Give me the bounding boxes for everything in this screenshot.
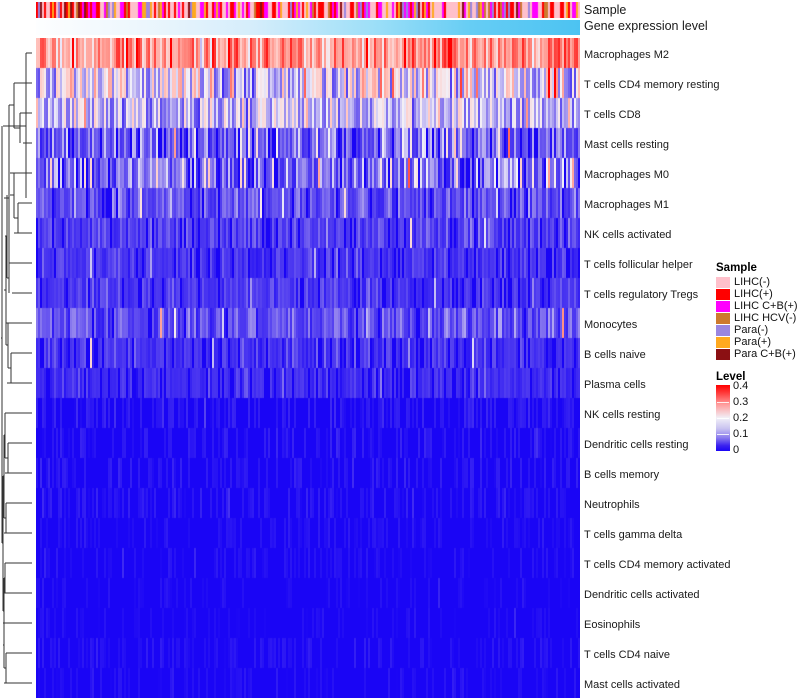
- sample-legend-title: Sample: [716, 262, 757, 274]
- sample-legend-item-6: Para C+B(+): [716, 348, 800, 360]
- heatmap-canvas: [36, 38, 580, 698]
- row-label-2: T cells CD8: [584, 109, 641, 121]
- legend-swatch-icon: [716, 336, 730, 348]
- row-label-13: Dendritic cells resting: [584, 439, 689, 451]
- legend-swatch-icon: [716, 312, 730, 324]
- sample-legend-label: LIHC HCV(-): [734, 311, 797, 324]
- sample-legend-label: LIHC(+): [734, 287, 773, 300]
- sample-legend-item-0: LIHC(-): [716, 276, 800, 288]
- level-tick-label-2: 0.2: [733, 412, 749, 424]
- row-label-8: T cells regulatory Tregs: [584, 289, 699, 301]
- sample-legend-item-4: Para(-): [716, 324, 800, 336]
- gene-expression-annotation-track: [36, 20, 580, 35]
- sample-legend-label: Para(+): [734, 335, 771, 348]
- sample-legend-label: Para C+B(+): [734, 347, 796, 360]
- row-label-16: T cells gamma delta: [584, 529, 683, 541]
- row-label-12: NK cells resting: [584, 409, 661, 421]
- row-label-9: Monocytes: [584, 319, 638, 331]
- sample-track-label: Sample: [584, 3, 627, 17]
- row-dendrogram: [0, 38, 36, 698]
- row-label-17: T cells CD4 memory activated: [584, 559, 731, 571]
- legend-swatch-icon: [716, 276, 730, 288]
- level-tick-label-4: 0: [733, 444, 740, 456]
- row-label-10: B cells naive: [584, 349, 646, 361]
- sample-legend-label: Para(-): [734, 323, 769, 336]
- sample-legend-item-5: Para(+): [716, 336, 800, 348]
- sample-annotation-track: [36, 2, 580, 18]
- legend-swatch-icon: [716, 288, 730, 300]
- row-label-3: Mast cells resting: [584, 139, 669, 151]
- sample-legend-item-1: LIHC(+): [716, 288, 800, 300]
- row-label-0: Macrophages M2: [584, 49, 669, 61]
- level-tickmark: [717, 402, 729, 403]
- sample-legend-items: LIHC(-) LIHC(+) LIHC C+B(+) LIHC HCV(-) Para…: [716, 276, 800, 360]
- level-legend: Level 0.4 0.3 0.2 0.1 0: [716, 371, 800, 456]
- dendrogram-svg: [1, 52, 32, 684]
- sample-legend-label: LIHC C+B(+): [734, 299, 798, 312]
- legend-swatch-icon: [716, 324, 730, 336]
- sample-legend-item-2: LIHC C+B(+): [716, 300, 800, 312]
- row-label-7: T cells follicular helper: [584, 259, 693, 271]
- row-label-6: NK cells activated: [584, 229, 672, 241]
- sample-track-canvas: [36, 2, 580, 18]
- row-labels: Macrophages M2 T cells CD4 memory resting…: [584, 38, 794, 698]
- row-label-19: Eosinophils: [584, 619, 641, 631]
- row-label-21: Mast cells activated: [584, 679, 680, 691]
- row-label-4: Macrophages M0: [584, 169, 669, 181]
- row-label-1: T cells CD4 memory resting: [584, 79, 720, 91]
- row-label-20: T cells CD4 naive: [584, 649, 670, 661]
- gene-expression-gradient: [36, 20, 580, 35]
- level-tickmark: [717, 434, 729, 435]
- row-label-11: Plasma cells: [584, 379, 646, 391]
- heatmap-body: [36, 38, 580, 698]
- gene-track-label: Gene expression level: [584, 19, 708, 33]
- row-label-5: Macrophages M1: [584, 199, 669, 211]
- level-tickmark: [717, 418, 729, 419]
- legend-panel: Sample LIHC(-) LIHC(+) LIHC C+B(+) LIHC HCV…: [716, 262, 800, 456]
- level-tick-label-0: 0.4: [733, 380, 749, 392]
- sample-legend-item-3: LIHC HCV(-): [716, 312, 800, 324]
- sample-legend-label: LIHC(-): [734, 275, 771, 288]
- legend-swatch-icon: [716, 348, 730, 360]
- row-label-14: B cells memory: [584, 469, 660, 481]
- level-tick-label-3: 0.1: [733, 428, 749, 440]
- level-tick-label-1: 0.3: [733, 396, 749, 408]
- level-legend-title: Level: [716, 371, 746, 383]
- legend-swatch-icon: [716, 300, 730, 312]
- row-label-18: Dendritic cells activated: [584, 589, 700, 601]
- level-colorbar-wrap: 0.4 0.3 0.2 0.1 0: [716, 381, 748, 456]
- row-label-15: Neutrophils: [584, 499, 640, 511]
